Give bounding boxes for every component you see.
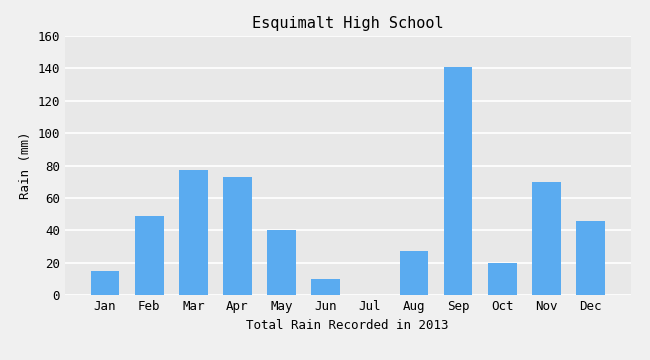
Title: Esquimalt High School: Esquimalt High School [252, 16, 443, 31]
Bar [488, 263, 517, 295]
Bar [576, 221, 604, 295]
Bar [311, 279, 340, 295]
X-axis label: Total Rain Recorded in 2013: Total Rain Recorded in 2013 [246, 319, 449, 332]
Bar [91, 271, 120, 295]
Bar [135, 216, 164, 295]
Bar [223, 177, 252, 295]
Bar [179, 170, 207, 295]
Bar [400, 251, 428, 295]
Bar [267, 230, 296, 295]
Bar [532, 182, 561, 295]
Bar [444, 67, 473, 295]
Y-axis label: Rain (mm): Rain (mm) [19, 132, 32, 199]
